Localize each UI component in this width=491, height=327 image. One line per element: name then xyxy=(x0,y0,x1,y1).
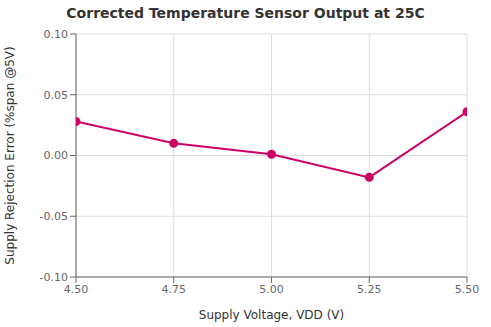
svg-text:Supply Rejection Error (%span: Supply Rejection Error (%span @5V) xyxy=(8,46,17,264)
svg-text:0.05: 0.05 xyxy=(44,89,69,102)
html-text:Corrected Temperature Sensor O: Corrected Temperature Sensor Output at 2… xyxy=(66,5,425,21)
svg-text:4.75: 4.75 xyxy=(162,283,187,296)
svg-text:Supply Voltage, VDD (V): Supply Voltage, VDD (V) xyxy=(199,308,344,322)
svg-text:0.10: 0.10 xyxy=(44,28,69,41)
svg-text:5.00: 5.00 xyxy=(259,283,284,296)
svg-text:-0.05: -0.05 xyxy=(40,210,68,223)
svg-text:5.25: 5.25 xyxy=(357,283,382,296)
svg-text:5.50: 5.50 xyxy=(455,283,480,296)
svg-text:0.00: 0.00 xyxy=(44,149,69,162)
svg-text:-0.10: -0.10 xyxy=(40,271,68,284)
svg-text:4.50: 4.50 xyxy=(64,283,89,296)
